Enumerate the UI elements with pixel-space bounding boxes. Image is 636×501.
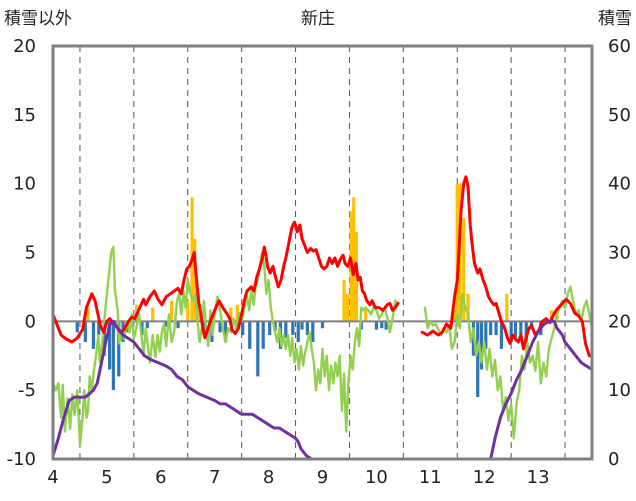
bar-49 <box>374 321 378 330</box>
y-tick-left-2: 0 <box>25 311 36 332</box>
bar-27 <box>235 304 239 322</box>
y-tick-left-1: -5 <box>18 380 36 401</box>
bar-60 <box>484 321 488 349</box>
bar-68 <box>524 321 528 342</box>
bar-17 <box>176 321 180 329</box>
bar-41 <box>320 321 325 329</box>
bar-50 <box>380 321 384 329</box>
bar-24 <box>218 321 222 333</box>
bar-51 <box>384 321 388 330</box>
bar-38 <box>300 321 304 330</box>
bar-40 <box>311 321 315 342</box>
bar-16 <box>169 300 174 322</box>
bar-18 <box>186 300 190 322</box>
series-purple-line-4 <box>51 319 400 461</box>
x-tick-0: 4 <box>47 467 58 488</box>
bar-26 <box>229 307 233 322</box>
plot-frame <box>51 44 594 461</box>
bar-53 <box>455 183 459 322</box>
bar-30 <box>256 321 260 377</box>
bar-12 <box>140 321 144 336</box>
bar-2 <box>86 307 90 322</box>
y-tick-right-6: 60 <box>608 36 631 57</box>
bar-48 <box>364 307 368 322</box>
series-purple-line-5 <box>423 319 594 461</box>
bar-14 <box>151 307 155 322</box>
bar-29 <box>248 321 252 349</box>
y-axis-title-left: 積雪以外 <box>4 9 72 29</box>
bar-36 <box>291 321 295 336</box>
bar-8 <box>117 321 121 377</box>
bar-37 <box>296 321 300 342</box>
bar-35 <box>284 321 288 338</box>
y-tick-right-4: 40 <box>608 174 631 195</box>
x-tick-1: 5 <box>101 467 112 488</box>
bar-32 <box>268 321 272 336</box>
grid-lines <box>79 46 566 459</box>
series-red-line-1 <box>420 175 594 358</box>
bar-25 <box>223 321 228 342</box>
x-tick-6: 10 <box>365 467 388 488</box>
bar-65 <box>509 321 513 342</box>
bar-31 <box>261 321 265 349</box>
bar-7 <box>111 321 115 391</box>
bar-56 <box>466 293 470 322</box>
y-tick-left-4: 10 <box>13 174 36 195</box>
x-tick-2: 6 <box>155 467 166 488</box>
chart-title: 新庄 <box>301 9 335 29</box>
bar-4 <box>97 321 101 336</box>
y-axis-title-right: 積雪 <box>598 9 632 29</box>
y-tick-right-0: 0 <box>608 449 619 470</box>
y-tick-right-2: 20 <box>608 311 631 332</box>
y-tick-right-5: 50 <box>608 105 631 126</box>
tick-labels: -10 -5 0 5 10 15 20 0 10 20 30 40 50 60 4 5 6 7 8 9 10 11 12 13 <box>7 36 631 488</box>
bar-3 <box>91 321 96 349</box>
x-tick-5: 9 <box>317 467 328 488</box>
bar-52 <box>452 310 457 322</box>
bar-63 <box>499 321 504 349</box>
bar-20 <box>193 238 197 322</box>
x-tick-8: 12 <box>473 467 496 488</box>
bar-58 <box>476 321 480 398</box>
bar-67 <box>519 321 523 336</box>
bar-15 <box>164 321 168 327</box>
y-tick-left-0: -10 <box>7 449 36 470</box>
bar-64 <box>505 293 509 322</box>
bar-5 <box>102 321 106 356</box>
bar-59 <box>479 321 484 370</box>
line-series <box>51 175 594 461</box>
y-tick-left-5: 15 <box>13 105 36 126</box>
series-red-line-0 <box>51 220 400 344</box>
x-tick-3: 7 <box>209 467 220 488</box>
bar-42 <box>342 280 346 322</box>
x-tick-4: 8 <box>263 467 274 488</box>
x-tick-7: 11 <box>419 467 442 488</box>
y-tick-left-3: 5 <box>25 243 36 264</box>
bar-61 <box>489 321 493 336</box>
series-green-line-2 <box>51 245 400 447</box>
bar-13 <box>145 321 149 329</box>
y-tick-left-6: 20 <box>13 36 36 57</box>
y-tick-right-1: 10 <box>608 380 631 401</box>
bar-1 <box>83 321 87 342</box>
bar-28 <box>241 321 245 336</box>
bar-6 <box>107 321 112 370</box>
bar-45 <box>352 197 356 322</box>
bar-0 <box>75 321 79 333</box>
plot-border <box>51 44 594 461</box>
series-green-line-3 <box>423 285 594 440</box>
bar-39 <box>305 321 310 336</box>
bar-62 <box>494 321 498 336</box>
bar-55 <box>462 218 466 322</box>
y-tick-right-3: 30 <box>608 243 631 264</box>
bar-43 <box>345 293 349 322</box>
x-tick-9: 13 <box>527 467 550 488</box>
bar-66 <box>513 321 518 338</box>
